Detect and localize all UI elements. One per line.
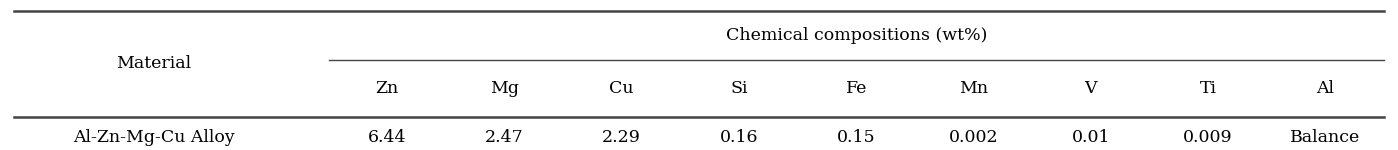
Text: Mn: Mn xyxy=(959,80,988,97)
Text: 0.002: 0.002 xyxy=(949,129,998,147)
Text: 2.47: 2.47 xyxy=(485,129,524,147)
Text: 0.16: 0.16 xyxy=(720,129,758,147)
Text: Ti: Ti xyxy=(1199,80,1216,97)
Text: Fe: Fe xyxy=(846,80,867,97)
Text: Balance: Balance xyxy=(1290,129,1360,147)
Text: Zn: Zn xyxy=(376,80,398,97)
Text: 0.15: 0.15 xyxy=(837,129,875,147)
Text: 0.009: 0.009 xyxy=(1183,129,1233,147)
Text: Si: Si xyxy=(730,80,748,97)
Text: 2.29: 2.29 xyxy=(603,129,642,147)
Text: Cu: Cu xyxy=(610,80,633,97)
Text: Chemical compositions (wt%): Chemical compositions (wt%) xyxy=(726,27,987,44)
Text: 6.44: 6.44 xyxy=(368,129,407,147)
Text: 0.01: 0.01 xyxy=(1072,129,1110,147)
Text: Al-Zn-Mg-Cu Alloy: Al-Zn-Mg-Cu Alloy xyxy=(73,129,235,147)
Text: V: V xyxy=(1085,80,1097,97)
Text: Material: Material xyxy=(116,55,192,72)
Text: Al: Al xyxy=(1317,80,1334,97)
Text: Mg: Mg xyxy=(489,80,519,97)
